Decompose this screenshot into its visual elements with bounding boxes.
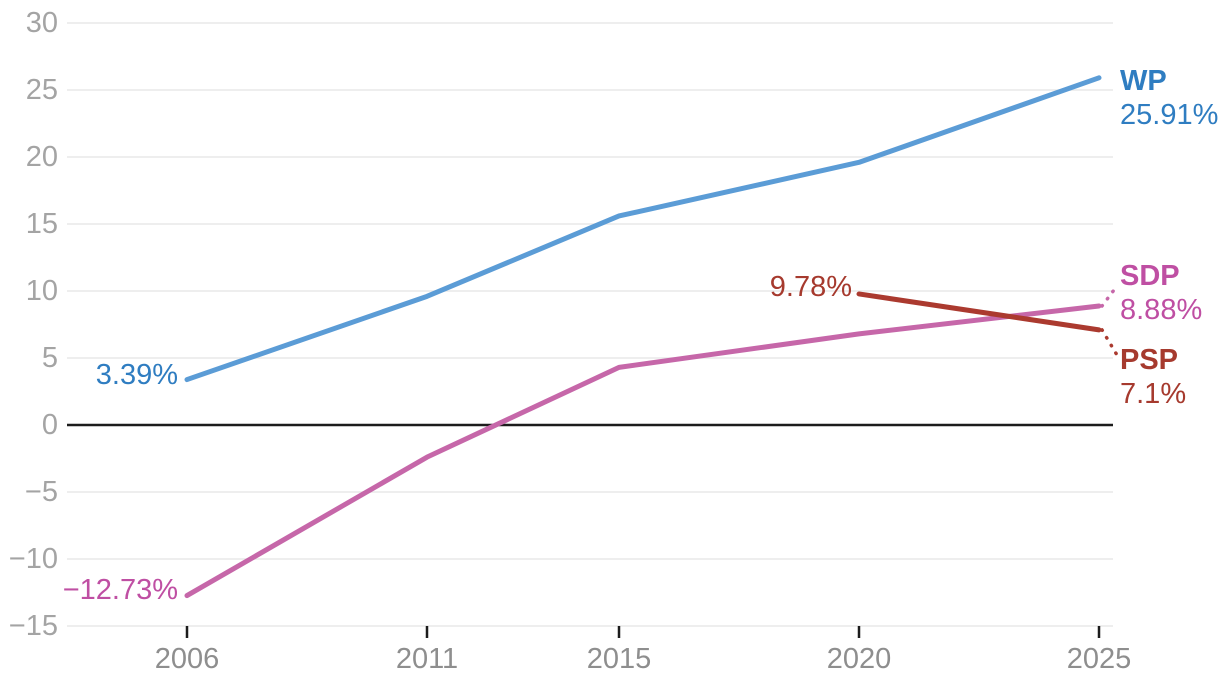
sdp-start-value-label: −12.73% [62,574,178,606]
sdp-end-label: SDP 8.88% [1120,259,1202,327]
y-tick-label-5: 5 [41,342,58,374]
wp-end-value: 25.91% [1120,99,1219,131]
wp-start-value-label: 3.39% [95,359,178,391]
y-tick-label-25: 25 [25,74,58,106]
y-tick-label-neg15: −15 [8,610,58,642]
y-tick-label-20: 20 [25,141,58,173]
psp-end-value: 7.1% [1120,378,1187,410]
wp-end-label: WP 25.91% [1120,64,1218,132]
y-tick-label-10: 10 [25,275,58,307]
psp-end-label: PSP 7.1% [1120,343,1186,411]
leader-line-psp [1100,328,1119,357]
wp-series-name: WP [1120,65,1167,97]
x-tick-label-2006: 2006 [154,643,220,675]
leader-line-sdp [1100,284,1119,308]
sdp-series-name: SDP [1120,260,1180,292]
y-tick-label-15: 15 [25,208,58,240]
series-line-wp [184,75,1102,383]
psp-series-name: PSP [1120,344,1179,376]
x-tick-label-2015: 2015 [586,643,652,675]
psp-start-value-label: 9.78% [769,271,852,303]
x-tick-label-2011: 2011 [395,643,459,675]
y-tick-label-0: 0 [41,409,58,441]
y-tick-label-neg5: −5 [24,476,58,508]
y-tick-label-30: 30 [25,7,58,39]
y-tick-label-neg10: −10 [8,543,58,575]
x-tick-label-2020: 2020 [826,643,892,675]
series-line-psp [856,291,1102,333]
x-tick-label-2025: 2025 [1066,643,1132,675]
sdp-end-value: 8.88% [1120,294,1203,326]
series-line-sdp [184,303,1102,599]
